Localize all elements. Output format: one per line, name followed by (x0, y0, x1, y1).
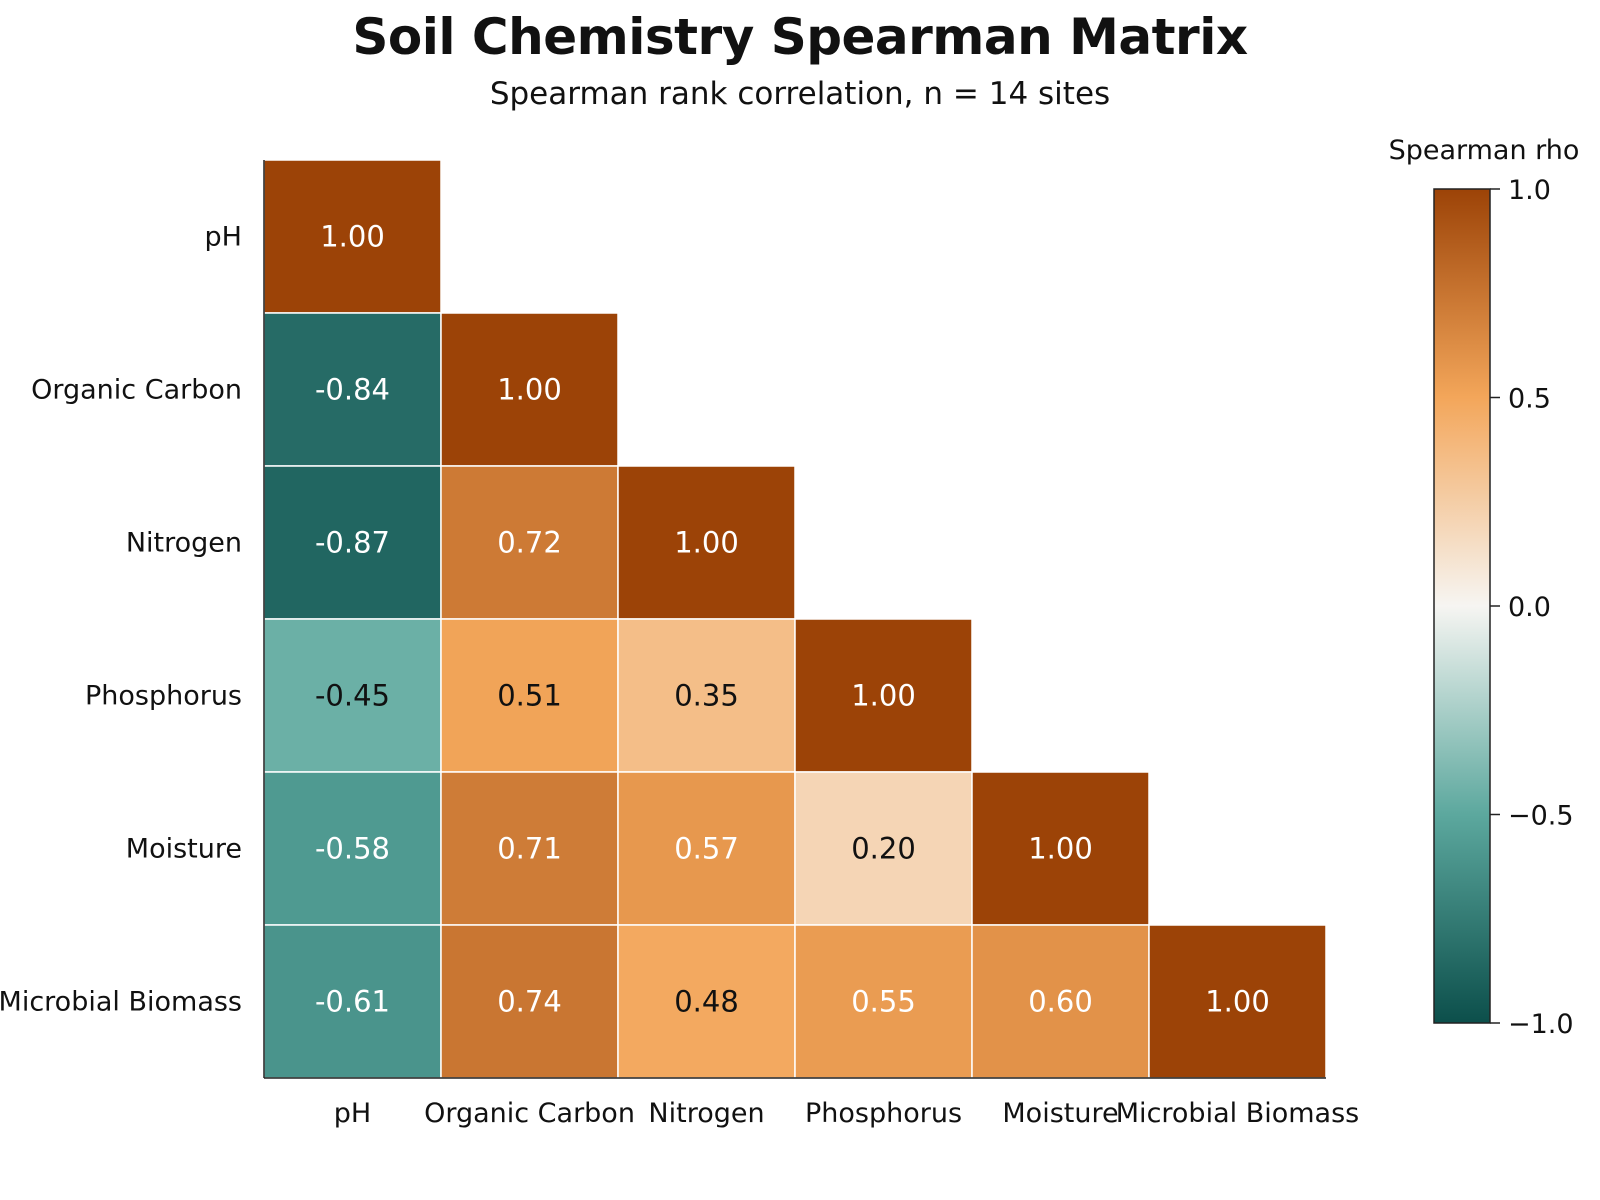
heatmap-cell-rect (971, 771, 1150, 926)
heatmap-cell: 0.71 (440, 771, 619, 926)
colorbar-title: Spearman rho (1389, 135, 1580, 166)
heatmap-cell: 0.48 (617, 924, 796, 1079)
heatmap-cell-rect (440, 618, 619, 773)
heatmap-cell-rect (971, 924, 1150, 1079)
cell-value-label: -0.61 (315, 985, 390, 1019)
colorbar-tick-label: −1.0 (1508, 1009, 1574, 1040)
heatmap-cell-rect (440, 465, 619, 620)
heatmap-cell-rect (440, 924, 619, 1079)
heatmap-cell: -0.45 (263, 618, 442, 773)
cell-value-label: 0.57 (674, 832, 739, 866)
cell-value-label: 0.71 (497, 832, 562, 866)
cell-value-label: 1.00 (1028, 832, 1093, 866)
heatmap-cell: 0.20 (794, 771, 973, 926)
cell-value-label: -0.87 (315, 526, 390, 560)
cell-value-label: -0.84 (315, 373, 390, 407)
colorbar-tick-label: −0.5 (1508, 801, 1574, 832)
column-labels: pH Organic Carbon Nitrogen Phosphorus Moistu… (334, 1098, 1359, 1129)
heatmap-cell-rect (263, 465, 442, 620)
heatmap-cell-rect (794, 771, 973, 926)
column-label: Organic Carbon (424, 1098, 635, 1129)
heatmap-cell: 1.00 (971, 771, 1150, 926)
cell-value-label: 0.72 (497, 526, 562, 560)
heatmap-cell: 0.51 (440, 618, 619, 773)
row-label: Phosphorus (85, 681, 242, 712)
colorbar-tick-label: 0.5 (1508, 384, 1551, 415)
chart-title: Soil Chemistry Spearman Matrix (352, 8, 1248, 66)
cell-value-label: 1.00 (851, 679, 916, 713)
cell-value-label: 0.20 (851, 832, 916, 866)
column-label: Microbial Biomass (1116, 1098, 1359, 1129)
heatmap-cell: -0.58 (263, 771, 442, 926)
column-label: Phosphorus (805, 1098, 962, 1129)
heatmap-cell-rect (617, 771, 796, 926)
row-label: Nitrogen (126, 528, 242, 559)
heatmap-cell: 1.00 (794, 618, 973, 773)
row-labels: pH Organic Carbon Nitrogen Phosphorus Moistu… (0, 222, 242, 1018)
cell-value-label: 1.00 (1205, 985, 1270, 1019)
column-label: pH (334, 1098, 371, 1129)
heatmap-cells: 1.00 -0.84 1.00 -0.87 0.72 1.00 -0.45 0.51 0.35 1… (263, 159, 1327, 1079)
cell-value-label: 0.51 (497, 679, 562, 713)
row-label: Microbial Biomass (0, 987, 242, 1018)
cell-value-label: -0.45 (315, 679, 390, 713)
heatmap-cell: 0.55 (794, 924, 973, 1079)
cell-value-label: 0.35 (674, 679, 739, 713)
heatmap-cell: 0.60 (971, 924, 1150, 1079)
heatmap-cell-rect (263, 618, 442, 773)
heatmap-cell: -0.84 (263, 312, 442, 467)
heatmap-cell: -0.87 (263, 465, 442, 620)
row-label: Moisture (126, 834, 242, 865)
heatmap-cell-rect (617, 465, 796, 620)
colorbar: Spearman rho 1.0 0.5 0.0 −0.5 −1.0 (1389, 135, 1580, 1040)
colorbar-tick-label: 0.0 (1508, 592, 1551, 623)
heatmap-cell-rect (1148, 924, 1327, 1079)
cell-value-label: 0.55 (851, 985, 916, 1019)
cell-value-label: 0.48 (674, 985, 739, 1019)
heatmap-cell-rect (617, 924, 796, 1079)
chart-subtitle: Spearman rank correlation, n = 14 sites (489, 76, 1111, 112)
heatmap-cell-rect (794, 618, 973, 773)
cell-value-label: -0.58 (315, 832, 390, 866)
colorbar-gradient (1433, 188, 1491, 1024)
cell-value-label: 1.00 (674, 526, 739, 560)
column-label: Nitrogen (648, 1098, 764, 1129)
cell-value-label: 1.00 (497, 373, 562, 407)
column-label: Moisture (1002, 1098, 1118, 1129)
heatmap-cell-rect (440, 312, 619, 467)
heatmap-cell: 1.00 (440, 312, 619, 467)
heatmap-cell: 0.74 (440, 924, 619, 1079)
row-label: pH (205, 222, 242, 253)
heatmap-cell: 1.00 (1148, 924, 1327, 1079)
cell-value-label: 0.74 (497, 985, 562, 1019)
heatmap-cell: 0.35 (617, 618, 796, 773)
row-label: Organic Carbon (31, 375, 242, 406)
heatmap-cell: -0.61 (263, 924, 442, 1079)
cell-value-label: 0.60 (1028, 985, 1093, 1019)
heatmap-cell-rect (263, 771, 442, 926)
heatmap-cell-rect (440, 771, 619, 926)
cell-value-label: 1.00 (320, 220, 385, 254)
axes-lines (263, 160, 1326, 1079)
heatmap-cell: 0.57 (617, 771, 796, 926)
heatmap-cell: 1.00 (617, 465, 796, 620)
colorbar-tick-label: 1.0 (1508, 175, 1551, 206)
heatmap-cell: 1.00 (263, 159, 442, 314)
heatmap-cell: 0.72 (440, 465, 619, 620)
